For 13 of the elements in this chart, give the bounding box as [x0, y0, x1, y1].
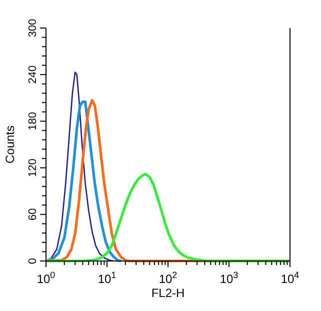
y-tick-label: 60 — [27, 208, 39, 221]
y-axis-title: Counts — [3, 125, 17, 164]
y-tick-label: 240 — [27, 65, 39, 84]
y-tick-label: 120 — [27, 158, 39, 177]
y-tick-label: 300 — [27, 18, 39, 38]
x-tick-label: 10$^{4}$ — [280, 270, 300, 286]
y-tick-label: 0 — [27, 258, 39, 264]
x-axis-title: FL2-H — [151, 286, 185, 300]
x-tick-label: 10$^{1}$ — [98, 270, 116, 286]
y-tick-label: 180 — [27, 112, 39, 130]
x-tick-label: 10$^{0}$ — [36, 270, 56, 286]
x-tick-label: 10$^{2}$ — [158, 270, 178, 286]
x-tick-label: 10$^{3}$ — [220, 270, 238, 286]
